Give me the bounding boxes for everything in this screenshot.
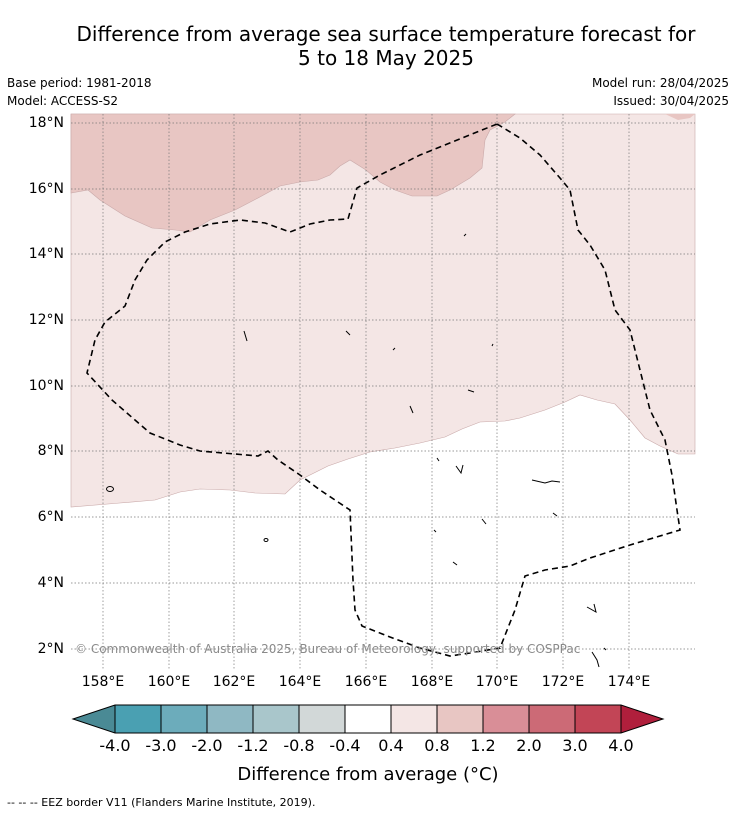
base-period: Base period: 1981-2018 <box>7 76 152 90</box>
anomaly-region-medium-pink <box>70 113 516 233</box>
colorbar-tick: 0.4 <box>378 736 404 755</box>
colorbar-tick: 2.0 <box>516 736 542 755</box>
lat-label: 14°N <box>28 246 64 262</box>
colorbar-segment <box>207 705 253 733</box>
title-line-2: 5 to 18 May 2025 <box>298 46 474 70</box>
colorbar-tick: -0.8 <box>283 736 315 755</box>
meta-left: Base period: 1981-2018 Model: ACCESS-S2 <box>7 74 152 110</box>
colorbar-segment <box>161 705 207 733</box>
lat-label: 4°N <box>37 575 64 591</box>
colorbar-tick: -2.0 <box>191 736 223 755</box>
colorbar-segment <box>253 705 299 733</box>
colorbar-tick: -1.2 <box>237 736 269 755</box>
colorbar-tick: 3.0 <box>562 736 588 755</box>
colorbar-tick: 0.8 <box>424 736 450 755</box>
islands <box>106 233 607 668</box>
meta-right: Model run: 28/04/2025 Issued: 30/04/2025 <box>592 74 729 110</box>
colorbar-tick: 4.0 <box>608 736 634 755</box>
graticule <box>71 114 695 670</box>
model-run: Model run: 28/04/2025 <box>591 76 729 90</box>
issued-date: Issued: 30/04/2025 <box>613 94 729 108</box>
lat-label: 12°N <box>28 312 64 328</box>
colorbar-tick: 1.2 <box>470 736 496 755</box>
colorbar <box>71 704 665 734</box>
lat-label: 8°N <box>37 443 64 459</box>
colorbar-segment <box>345 705 391 733</box>
colorbar-label: Difference from average (°C) <box>237 764 499 785</box>
colorbar-segment <box>115 705 161 733</box>
lat-label: 10°N <box>28 378 64 394</box>
colorbar-tick: -3.0 <box>145 736 177 755</box>
colorbar-tick: -4.0 <box>99 736 131 755</box>
copyright-notice: © Commonwealth of Australia 2025, Bureau… <box>75 642 581 656</box>
lon-label: 168°E <box>410 674 454 690</box>
colorbar-high-extension <box>621 705 663 733</box>
anomaly-region-corner <box>665 114 695 120</box>
colorbar-segment <box>437 705 483 733</box>
lon-label: 174°E <box>607 674 651 690</box>
colorbar-segment <box>391 705 437 733</box>
lon-label: 164°E <box>278 674 322 690</box>
colorbar-segment <box>483 705 529 733</box>
eez-border <box>86 123 681 657</box>
colorbar-tick: -0.4 <box>329 736 361 755</box>
lon-label: 166°E <box>344 674 388 690</box>
lon-label: 170°E <box>475 674 519 690</box>
lat-label: 6°N <box>37 509 64 525</box>
title-line-1: Difference from average sea surface temp… <box>76 22 696 46</box>
colorbar-segment <box>529 705 575 733</box>
lat-label: 18°N <box>28 115 64 131</box>
colorbar-segment <box>575 705 621 733</box>
lon-label: 162°E <box>212 674 256 690</box>
colorbar-segment <box>299 705 345 733</box>
lon-label: 172°E <box>541 674 585 690</box>
lon-label: 158°E <box>81 674 125 690</box>
lat-label: 16°N <box>28 181 64 197</box>
eez-footnote: -- -- -- EEZ border V11 (Flanders Marine… <box>7 796 316 809</box>
lat-label: 2°N <box>37 641 64 657</box>
lon-label: 160°E <box>147 674 191 690</box>
model-name: Model: ACCESS-S2 <box>7 94 119 108</box>
colorbar-low-extension <box>73 705 115 733</box>
chart-title: Difference from average sea surface temp… <box>36 22 736 70</box>
